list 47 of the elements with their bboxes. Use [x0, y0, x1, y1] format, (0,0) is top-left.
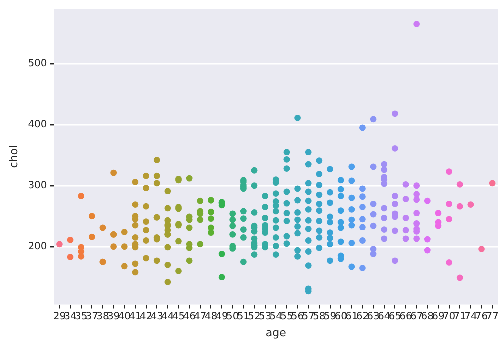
x-axis-title: age: [266, 326, 287, 340]
y-tick-label: 500: [28, 58, 48, 70]
x-tick-label: 68: [421, 311, 434, 322]
x-tick-label: 66: [400, 311, 412, 322]
x-tick-label: 76: [475, 311, 488, 322]
x-tick-label: 70: [442, 311, 456, 322]
x-tick-label: 54: [270, 311, 283, 322]
x-tick-label: 65: [388, 311, 402, 322]
x-tick-label: 74: [464, 311, 478, 322]
y-tick-label: 300: [28, 180, 48, 192]
x-tick-label: 59: [324, 311, 337, 322]
x-tick-label: 61: [346, 311, 358, 322]
x-tick-label: 62: [356, 311, 370, 322]
x-tick-label: 46: [183, 311, 196, 322]
x-tick-label: 71: [454, 311, 466, 322]
x-tick-label: 40: [118, 311, 131, 322]
x-tick-label: 64: [378, 311, 391, 322]
x-tick-label: 77: [486, 311, 499, 322]
x-tick-label: 47: [194, 311, 207, 322]
y-axis-title: chol: [7, 145, 20, 168]
x-tick-label: 38: [96, 311, 110, 322]
y-tick-label: 400: [28, 119, 48, 130]
x-tick-label: 60: [334, 311, 348, 322]
x-tick-label: 58: [313, 311, 326, 322]
x-tick-label: 45: [172, 311, 186, 322]
x-tick-label: 49: [216, 311, 228, 322]
x-tick-label: 35: [74, 311, 88, 322]
x-tick-label: 63: [367, 311, 380, 322]
x-tick-label: 34: [64, 311, 77, 322]
x-tick-label: 41: [129, 311, 142, 322]
x-tick-label: 53: [258, 311, 272, 322]
x-tick-label: 37: [86, 311, 99, 322]
x-tick-label: 57: [302, 311, 315, 322]
x-tick-label: 29: [53, 311, 66, 322]
x-tick-label: 44: [162, 311, 174, 322]
x-tick-label: 67: [410, 311, 424, 322]
x-tick-label: 55: [280, 311, 294, 322]
x-tick-label: 50: [226, 311, 240, 322]
y-tick-label: 200: [28, 241, 48, 252]
x-tick-label: 69: [432, 311, 445, 322]
x-tick-label: 48: [204, 311, 218, 322]
x-tick-label: 52: [248, 311, 261, 322]
x-tick-label: 51: [237, 311, 250, 322]
x-tick-label: 43: [150, 311, 164, 322]
x-tick-label: 39: [107, 311, 120, 322]
x-tick-label: 42: [140, 311, 153, 322]
x-tick-label: 56: [291, 311, 304, 322]
